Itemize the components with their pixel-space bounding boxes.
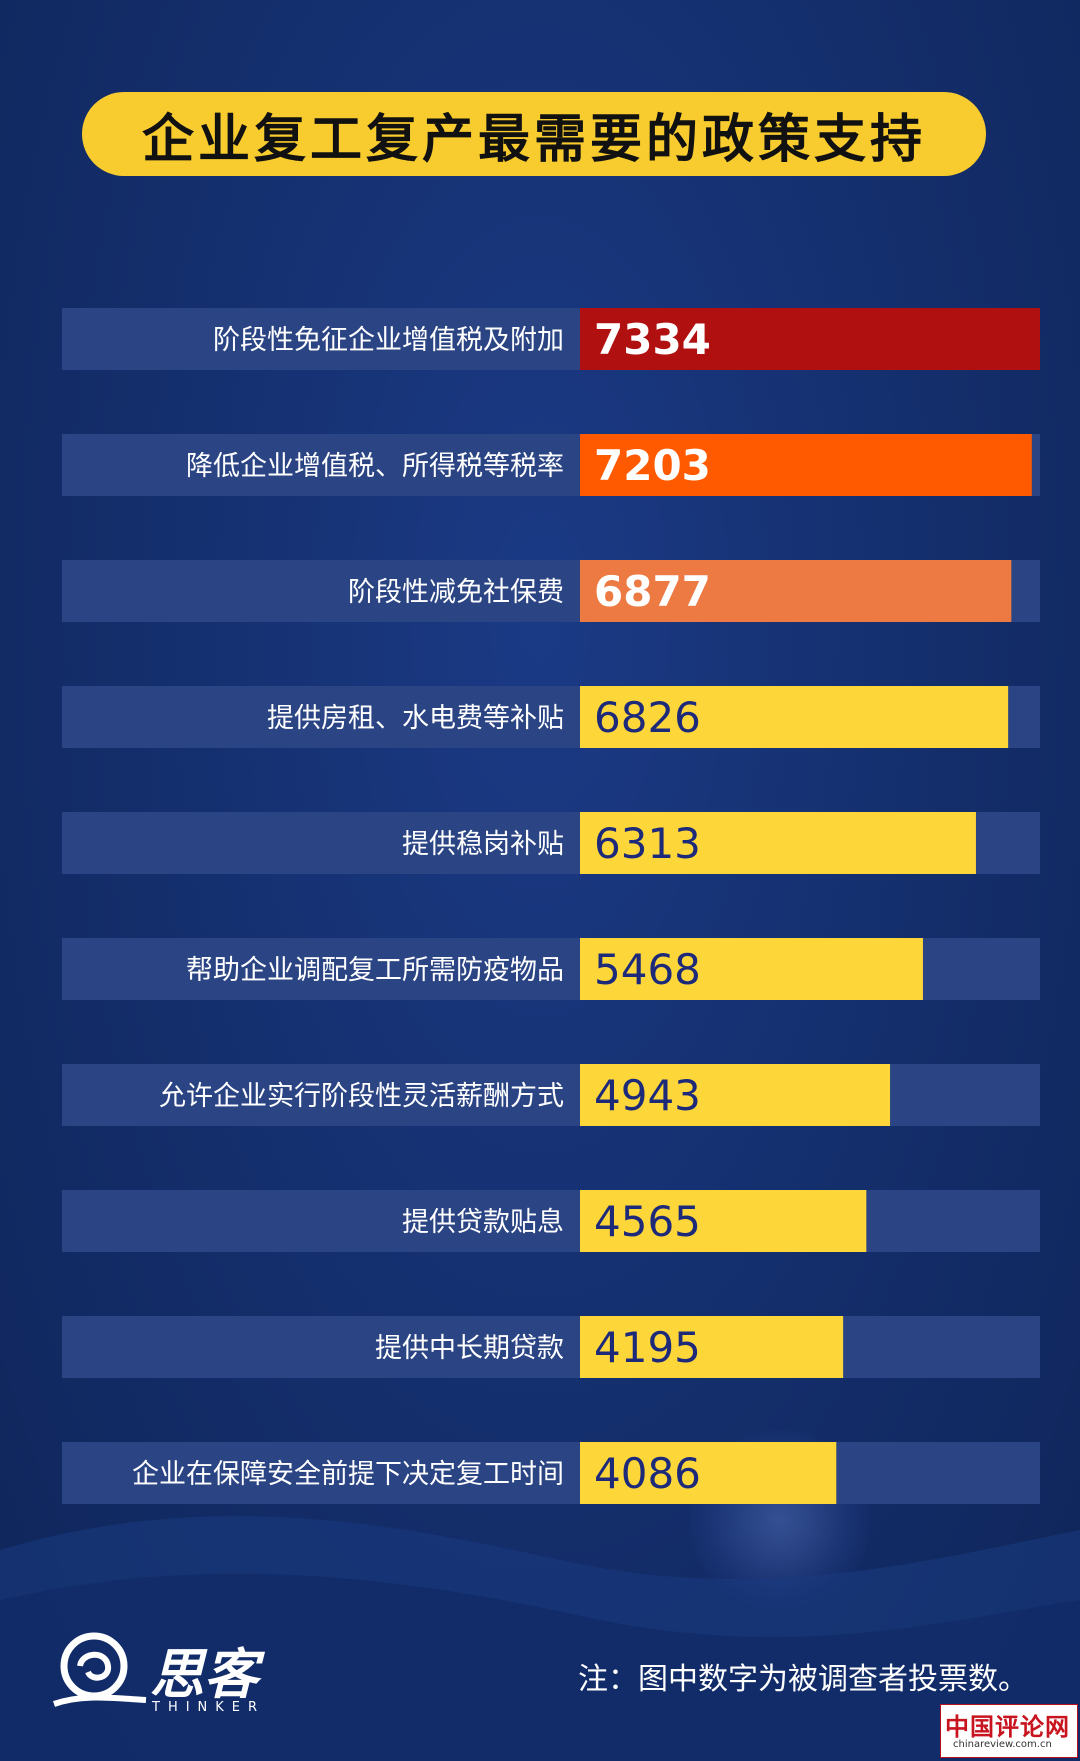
bar-track <box>62 1442 1040 1504</box>
bar <box>580 812 976 874</box>
bar-row: 阶段性减免社保费 6877 <box>62 560 1040 622</box>
bar-value-label: 7334 <box>594 315 711 364</box>
bar-value-label: 6877 <box>594 567 711 616</box>
bar <box>580 1442 837 1504</box>
bar <box>580 1190 867 1252</box>
bar-row: 允许企业实行阶段性灵活薪酬方式 4943 <box>62 1064 1040 1126</box>
bar-row: 阶段性免征企业增值税及附加 7334 <box>62 308 1040 370</box>
bar-value-label: 4943 <box>594 1071 701 1120</box>
thinker-logo: 思客 THINKER <box>52 1628 282 1718</box>
bar-track <box>62 1190 1040 1252</box>
bar-category-label: 提供贷款贴息 <box>402 1207 564 1238</box>
bar-category-label: 提供中长期贷款 <box>375 1333 564 1364</box>
site-watermark: 中国评论网 chinareview.com.cn <box>940 1704 1078 1758</box>
background-wave <box>0 1516 1080 1761</box>
bar-value-label: 4565 <box>594 1197 701 1246</box>
bar-category-label: 降低企业增值税、所得税等税率 <box>186 451 564 482</box>
bar-category-label: 阶段性减免社保费 <box>348 577 564 608</box>
bar-value-label: 7203 <box>594 441 711 490</box>
bar-row: 提供贷款贴息 4565 <box>62 1190 1040 1252</box>
bar-track <box>62 1316 1040 1378</box>
bar <box>580 434 1032 496</box>
bar <box>580 1064 891 1126</box>
bar-row: 提供稳岗补贴 6313 <box>62 812 1040 874</box>
bar-category-label: 阶段性免征企业增值税及附加 <box>213 325 564 356</box>
bar-category-label: 企业在保障安全前提下决定复工时间 <box>132 1459 564 1490</box>
bar-category-label: 提供稳岗补贴 <box>402 829 564 860</box>
bar-value-label: 4086 <box>594 1449 701 1498</box>
bar-category-label: 提供房租、水电费等补贴 <box>267 703 564 734</box>
bar <box>580 938 923 1000</box>
watermark-name: 中国评论网 <box>945 1713 1070 1741</box>
logo-swirl-icon <box>52 1632 147 1707</box>
logo-subtitle: THINKER <box>152 1700 266 1715</box>
bar-row: 提供房租、水电费等补贴 6826 <box>62 686 1040 748</box>
bar-row: 降低企业增值税、所得税等税率 7203 <box>62 434 1040 496</box>
bar <box>580 560 1012 622</box>
watermark-url: chinareview.com.cn <box>953 1739 1052 1750</box>
title-banner: 企业复工复产最需要的政策支持 <box>82 92 986 176</box>
logo-name: 思客 <box>150 1642 258 1706</box>
bar <box>580 686 1009 748</box>
bar <box>580 1316 844 1378</box>
bar-category-label: 帮助企业调配复工所需防疫物品 <box>186 955 564 986</box>
bar-value-label: 5468 <box>594 945 701 994</box>
footer-note: 注：图中数字为被调查者投票数。 <box>578 1662 1028 1697</box>
bar-row: 帮助企业调配复工所需防疫物品 5468 <box>62 938 1040 1000</box>
bar-row: 提供中长期贷款 4195 <box>62 1316 1040 1378</box>
bar-row: 企业在保障安全前提下决定复工时间 4086 <box>62 1442 1040 1504</box>
bar-value-label: 4195 <box>594 1323 701 1372</box>
bar <box>580 308 1040 370</box>
bar-category-label: 允许企业实行阶段性灵活薪酬方式 <box>159 1081 564 1112</box>
bar-value-label: 6826 <box>594 693 701 742</box>
chart-title: 企业复工复产最需要的政策支持 <box>141 109 926 170</box>
bar-value-label: 6313 <box>594 819 701 868</box>
